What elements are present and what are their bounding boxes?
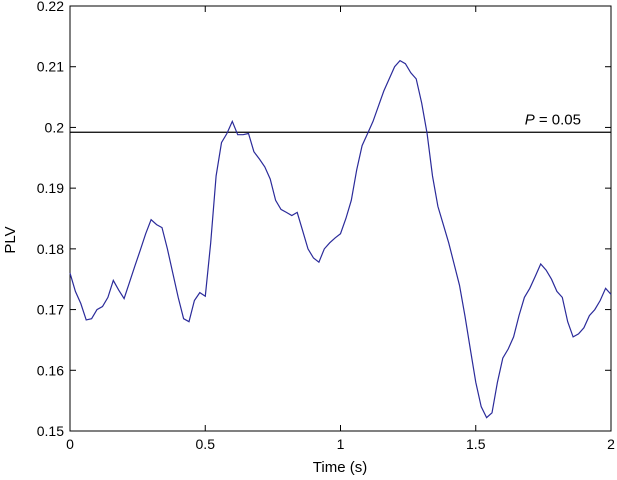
y-tick-label: 0.18	[37, 241, 64, 257]
y-axis-title: PLV	[2, 226, 19, 253]
y-tick-label: 0.2	[45, 119, 65, 135]
y-tick-label: 0.15	[37, 423, 64, 439]
y-tick-label: 0.17	[37, 302, 64, 318]
y-tick-label: 0.22	[37, 0, 64, 14]
threshold-label-italic: P	[525, 111, 535, 128]
axis-ticks	[69, 5, 612, 432]
threshold-label-rest: = 0.05	[535, 111, 581, 128]
plv-series-line	[69, 59, 612, 419]
x-tick-label: 1.5	[466, 436, 486, 452]
x-tick-label: 0	[66, 436, 74, 452]
threshold-label: P = 0.05	[525, 111, 581, 128]
x-tick-label: 1	[337, 436, 345, 452]
x-axis-title: Time (s)	[313, 459, 367, 476]
x-tick-label: 0.5	[196, 436, 216, 452]
y-tick-label: 0.21	[37, 59, 64, 75]
y-tick-label: 0.16	[37, 362, 64, 378]
x-tick-label: 2	[607, 436, 615, 452]
plot-area	[69, 5, 612, 432]
y-tick-label: 0.19	[37, 180, 64, 196]
axis-tick-labels: 0 0.5 1 1.5 2 0.15 0.16 0.17 0.18 0.19 0.2 0.21 0.22	[37, 0, 615, 452]
